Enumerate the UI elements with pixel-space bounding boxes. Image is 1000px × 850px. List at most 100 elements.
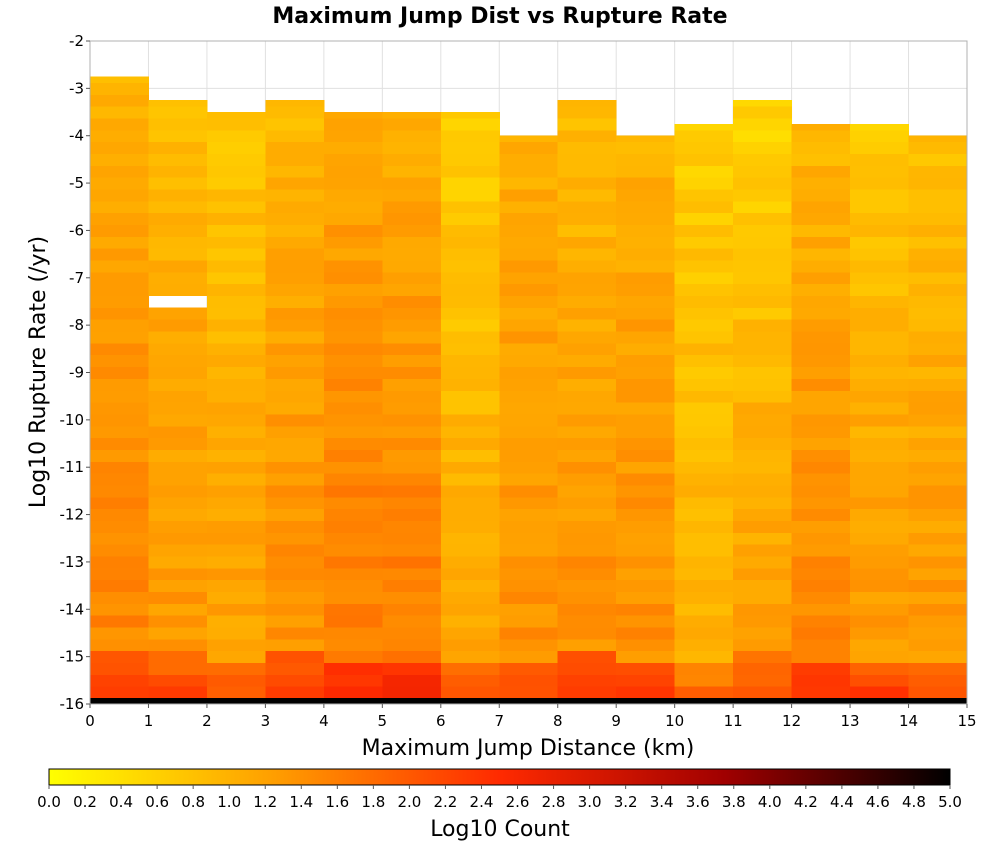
heatmap-cell (557, 354, 617, 368)
x-tick-label: 8 (553, 712, 563, 730)
heatmap-cell (733, 295, 793, 308)
heatmap-cell (616, 520, 676, 533)
heatmap-cell (791, 461, 851, 474)
heatmap-cell (90, 532, 149, 545)
heatmap-cell (148, 449, 208, 462)
heatmap-cell (323, 141, 383, 154)
heatmap-cell (148, 615, 208, 628)
heatmap-cell (616, 437, 676, 450)
heatmap-cell (499, 556, 559, 569)
heatmap-cell (557, 461, 617, 474)
heatmap-cell (557, 307, 617, 320)
heatmap-cell (382, 638, 442, 652)
heatmap-cell (557, 449, 617, 462)
heatmap-cell (616, 508, 676, 521)
heatmap-cell (382, 354, 442, 368)
heatmap-cell (265, 106, 325, 119)
heatmap-cell (557, 342, 617, 356)
colorbar-tick-label: 2.6 (506, 793, 530, 811)
heatmap-cell (908, 627, 968, 640)
y-axis-label: Log10 Rupture Rate (/yr) (26, 236, 51, 508)
heatmap-cell (206, 496, 266, 510)
heatmap-cell (323, 615, 383, 628)
heatmap-cell (148, 342, 208, 356)
y-tick-label: -11 (60, 458, 85, 476)
heatmap-cell (557, 331, 617, 344)
heatmap-cell (323, 473, 383, 486)
heatmap-cell (440, 473, 500, 486)
heatmap-cell (791, 123, 851, 131)
heatmap-cell (733, 390, 793, 403)
heatmap-cell (908, 342, 968, 356)
heatmap-cell (148, 567, 208, 581)
heatmap-cell (674, 686, 734, 699)
x-tick-label: 11 (724, 712, 743, 730)
heatmap-cell (440, 496, 500, 510)
heatmap-cell (616, 449, 676, 462)
heatmap-cell (440, 532, 500, 545)
heatmap-cell (206, 307, 266, 320)
heatmap-cell (850, 473, 910, 486)
heatmap-cell (557, 319, 617, 332)
heatmap-cell (382, 449, 442, 462)
heatmap-cell (850, 674, 910, 687)
heatmap-cell (557, 177, 617, 190)
heatmap-cell (265, 212, 325, 226)
heatmap-cell (265, 129, 325, 143)
heatmap-cell (908, 135, 968, 143)
heatmap-cell (148, 188, 208, 202)
heatmap-cell (850, 307, 910, 320)
heatmap-cell (440, 342, 500, 356)
heatmap-cell (616, 662, 676, 675)
heatmap-cell (206, 165, 266, 178)
heatmap-cell (148, 177, 208, 190)
heatmap-cell (90, 319, 149, 332)
heatmap-cell (382, 319, 442, 332)
x-tick-label: 15 (957, 712, 976, 730)
heatmap-cell (440, 188, 500, 202)
heatmap-cell (148, 508, 208, 521)
heatmap-cell (908, 520, 968, 533)
heatmap-cell (499, 437, 559, 450)
heatmap-cell (323, 177, 383, 190)
y-tick-label: -8 (69, 316, 84, 334)
heatmap-cell (90, 260, 149, 273)
heatmap-cell (265, 473, 325, 486)
heatmap-cell (557, 117, 617, 131)
heatmap-cell (733, 544, 793, 557)
heatmap-cell (382, 366, 442, 379)
heatmap-cell (850, 200, 910, 214)
heatmap-cell (616, 413, 676, 427)
heatmap-cell (382, 331, 442, 344)
heatmap-cell (148, 283, 208, 297)
heatmap-cell (908, 248, 968, 261)
heatmap-cell (850, 556, 910, 569)
heatmap-cell (90, 437, 149, 450)
heatmap-cell (908, 508, 968, 521)
heatmap-cell (499, 567, 559, 581)
heatmap-cell (499, 200, 559, 214)
heatmap-cell (90, 591, 149, 604)
heatmap-cell (265, 579, 325, 593)
heatmap-cell (206, 567, 266, 581)
heatmap-cell (557, 165, 617, 178)
heatmap-cell (499, 135, 559, 143)
heatmap-cell (557, 532, 617, 545)
heatmap-cell (674, 567, 734, 581)
heatmap-cell (499, 271, 559, 285)
heatmap-cell (90, 331, 149, 344)
heatmap-cell (850, 413, 910, 427)
heatmap-cell (850, 331, 910, 344)
heatmap-cell (499, 413, 559, 427)
heatmap-cell (206, 591, 266, 604)
heatmap-cell (674, 200, 734, 214)
heatmap-cell (908, 674, 968, 687)
heatmap-cell (791, 425, 851, 439)
heatmap-cell (674, 603, 734, 616)
heatmap-cell (90, 508, 149, 521)
heatmap-cell (148, 106, 208, 119)
heatmap-cell (616, 188, 676, 202)
colorbar-tick-label: 4.0 (758, 793, 782, 811)
heatmap-cell (850, 627, 910, 640)
heatmap-cell (265, 260, 325, 273)
